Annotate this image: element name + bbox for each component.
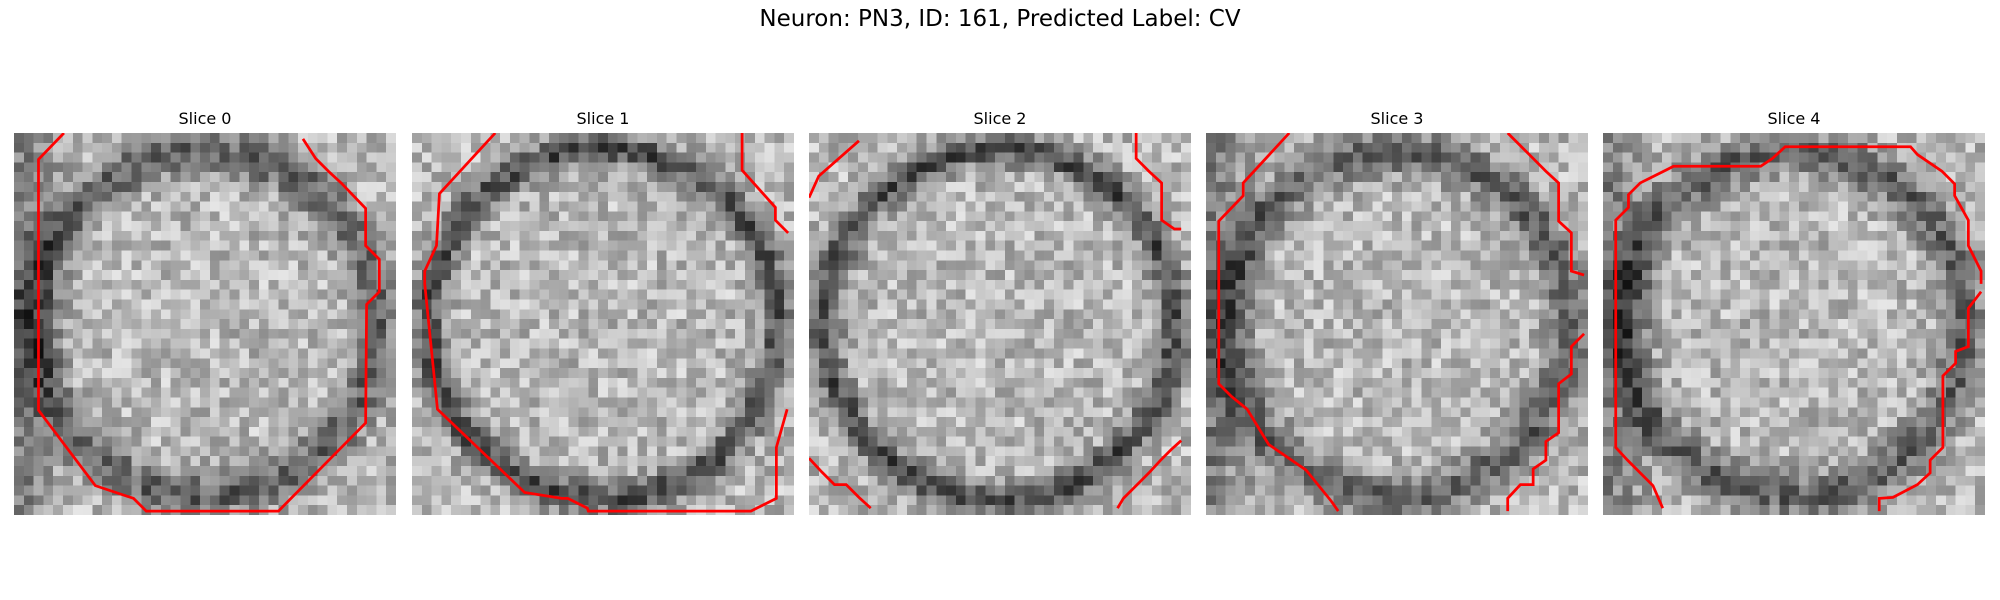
contour-line	[1134, 133, 1182, 231]
slice-image-3	[1206, 133, 1588, 515]
figure-title: Neuron: PN3, ID: 161, Predicted Label: C…	[759, 6, 1241, 32]
contour-line	[1217, 133, 1340, 512]
contour-line	[1614, 145, 1983, 509]
slice-image-2	[809, 133, 1191, 515]
contour-line	[1877, 290, 1983, 512]
slice-panel-3: Slice 3	[1206, 108, 1588, 515]
slice-panel-0: Slice 0	[14, 108, 396, 515]
contour-line	[1506, 332, 1586, 512]
contour-line	[423, 133, 789, 513]
contour-line	[740, 133, 790, 234]
slice-title-4: Slice 4	[1767, 109, 1821, 128]
slice-image-4	[1603, 133, 1985, 515]
contour-line	[1506, 133, 1585, 277]
slice-title-1: Slice 1	[576, 109, 630, 128]
slice-panel-2: Slice 2	[809, 108, 1191, 515]
slice-title-2: Slice 2	[973, 109, 1027, 128]
contour-line	[1116, 439, 1183, 509]
slice-image-1	[412, 133, 794, 515]
slice-panel-4: Slice 4	[1603, 108, 1985, 515]
slice-image-0	[14, 133, 396, 515]
contour-line	[809, 457, 872, 510]
slice-title-3: Slice 3	[1370, 109, 1424, 128]
slice-title-0: Slice 0	[178, 109, 232, 128]
slice-panel-1: Slice 1	[412, 108, 794, 515]
contour-line	[37, 133, 381, 513]
contour-line	[809, 139, 860, 199]
